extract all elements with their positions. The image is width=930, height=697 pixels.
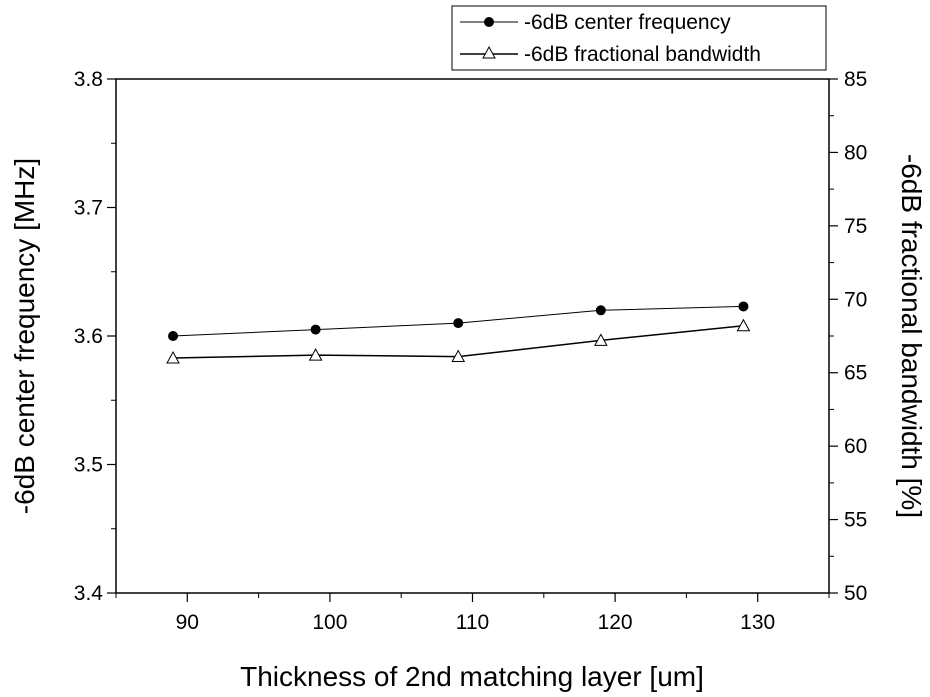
x-tick-label: 120	[598, 611, 633, 634]
y-left-axis-ticks: 3.4 3.5 3.6 3.7 3.8	[74, 68, 116, 605]
x-axis-title: Thickness of 2nd matching layer [um]	[240, 661, 704, 692]
data-point-fractional-bandwidth	[736, 318, 751, 332]
legend-label-fractional-bandwidth: -6dB fractional bandwidth	[524, 43, 761, 66]
data-point-fractional-bandwidth	[308, 348, 323, 361]
data-point-center-frequency	[738, 301, 749, 312]
legend-marker-fractional-bandwidth	[482, 45, 496, 59]
x-tick-label: 130	[740, 611, 775, 634]
legend-box	[451, 5, 827, 71]
y-right-tick-label: 80	[844, 141, 867, 164]
x-tick-label: 90	[176, 611, 199, 634]
data-point-center-frequency	[310, 324, 321, 335]
y-left-axis-title: -6dB center frequency [MHz]	[9, 158, 40, 514]
legend-label-center-frequency: -6dB center frequency	[524, 11, 731, 34]
data-point-center-frequency	[168, 331, 179, 341]
y-left-tick-label: 3.8	[74, 68, 103, 91]
y-left-tick-label: 3.5	[74, 454, 103, 477]
y-right-tick-label: 65	[844, 362, 867, 385]
y-right-tick-label: 75	[844, 215, 867, 238]
y-right-axis-ticks: 50 55 60 65 70 75 80 85	[829, 68, 867, 605]
y-left-tick-label: 3.7	[74, 197, 103, 220]
y-right-axis-title: -6dB fractional bandwidth [%]	[896, 154, 927, 518]
y-right-tick-label: 50	[844, 582, 867, 605]
x-tick-label: 110	[456, 611, 489, 634]
data-point-fractional-bandwidth	[451, 349, 466, 363]
legend-marker-center-frequency	[484, 17, 494, 27]
y-right-tick-label: 85	[844, 68, 867, 91]
y-left-tick-label: 3.4	[74, 582, 104, 605]
y-right-tick-label: 60	[844, 435, 867, 458]
data-point-fractional-bandwidth	[166, 350, 180, 364]
y-right-tick-label: 70	[844, 288, 867, 311]
data-point-center-frequency	[453, 318, 464, 329]
legend: -6dB center frequency -6dB fractional ba…	[451, 5, 827, 71]
y-right-tick-label: 55	[844, 509, 867, 532]
plot-frame	[115, 78, 830, 594]
data-point-center-frequency	[595, 305, 606, 316]
series-layer	[166, 301, 751, 364]
x-axis-ticks: 90 100 110 120 130	[115, 593, 830, 634]
y-left-tick-label: 3.6	[74, 325, 103, 348]
data-point-fractional-bandwidth	[593, 333, 608, 346]
x-tick-label: 100	[312, 611, 347, 634]
